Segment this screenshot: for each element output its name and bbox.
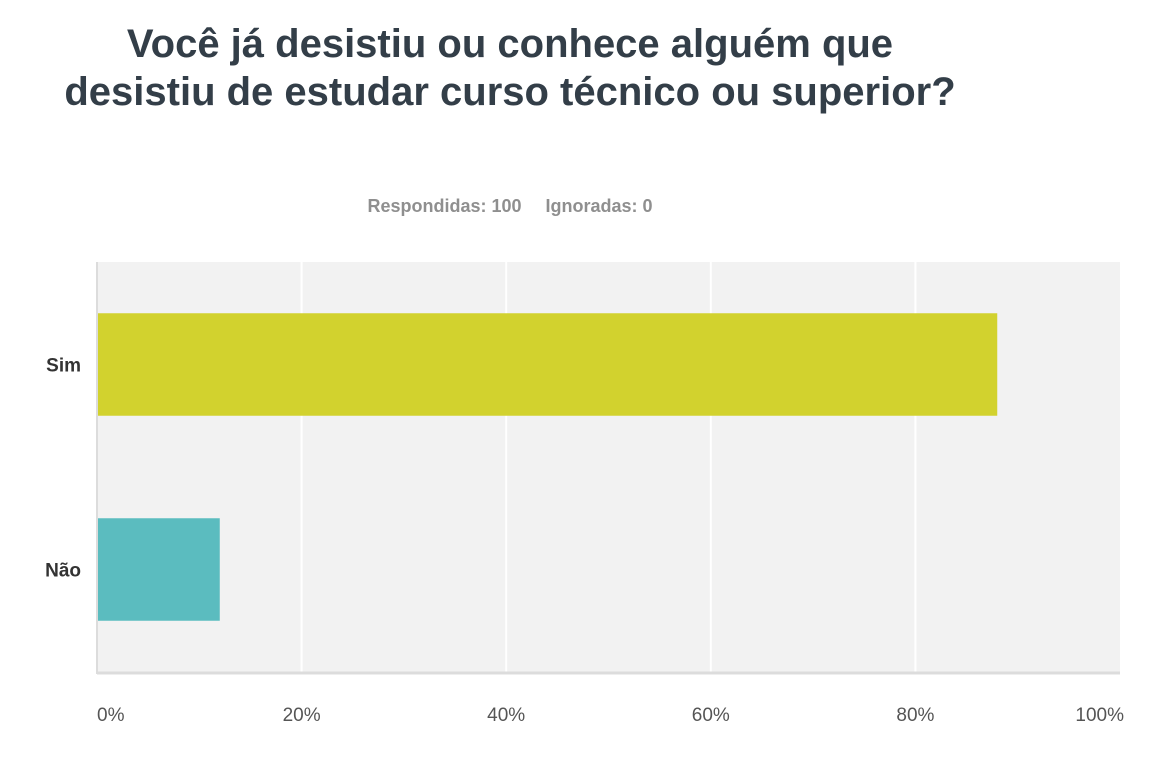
x-tick-label: 40%: [487, 705, 525, 726]
x-tick-label: 20%: [283, 705, 321, 726]
bar-não[interactable]: [98, 518, 220, 621]
answered-count: Respondidas: 100: [367, 196, 522, 216]
x-tick-label: 80%: [896, 705, 934, 726]
bar-sim[interactable]: [98, 313, 998, 416]
response-summary: Respondidas: 100 Ignoradas: 0: [0, 196, 1020, 217]
chart-title: Você já desistiu ou conhece alguém que d…: [64, 22, 956, 114]
x-tick-label: 100%: [1075, 705, 1124, 726]
x-tick-label: 0%: [97, 705, 125, 726]
category-label: Sim: [46, 356, 81, 377]
category-label: Não: [45, 561, 81, 582]
x-tick-label: 60%: [692, 705, 730, 726]
bars: [98, 313, 998, 621]
category-labels: Sim Não: [45, 356, 81, 582]
skipped-count: Ignoradas: 0: [545, 196, 653, 216]
x-tick-labels: 0% 20% 40% 60% 80% 100%: [97, 705, 1124, 726]
